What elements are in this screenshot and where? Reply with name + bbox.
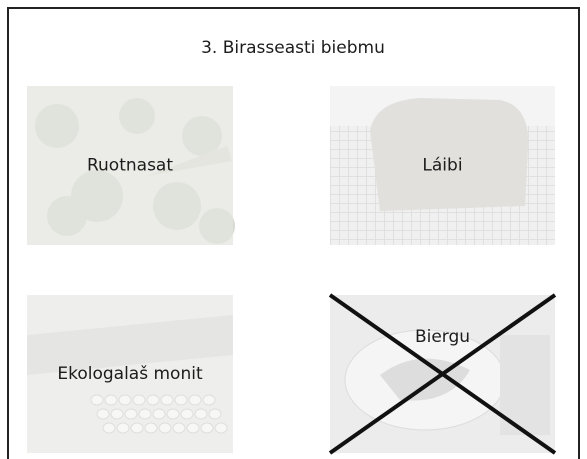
option-label: Biergu (415, 327, 470, 347)
option-label: Ruotnasat (87, 156, 173, 176)
option-label: Láibi (422, 156, 462, 176)
page: 3. Birasseasti biebmu Ruotnasat Láibi Ekol… (0, 0, 587, 459)
question-title: 3. Birasseasti biebmu (201, 38, 385, 58)
answer-option[interactable]: Biergu (330, 295, 555, 453)
answer-option[interactable]: Láibi (330, 86, 555, 245)
answer-option[interactable]: Ekologalaš monit (27, 295, 233, 453)
quiz-card: 3. Birasseasti biebmu Ruotnasat Láibi Ekol… (0, 0, 587, 459)
option-label: Ekologalaš monit (57, 364, 203, 384)
answer-option[interactable]: Ruotnasat (27, 86, 235, 245)
